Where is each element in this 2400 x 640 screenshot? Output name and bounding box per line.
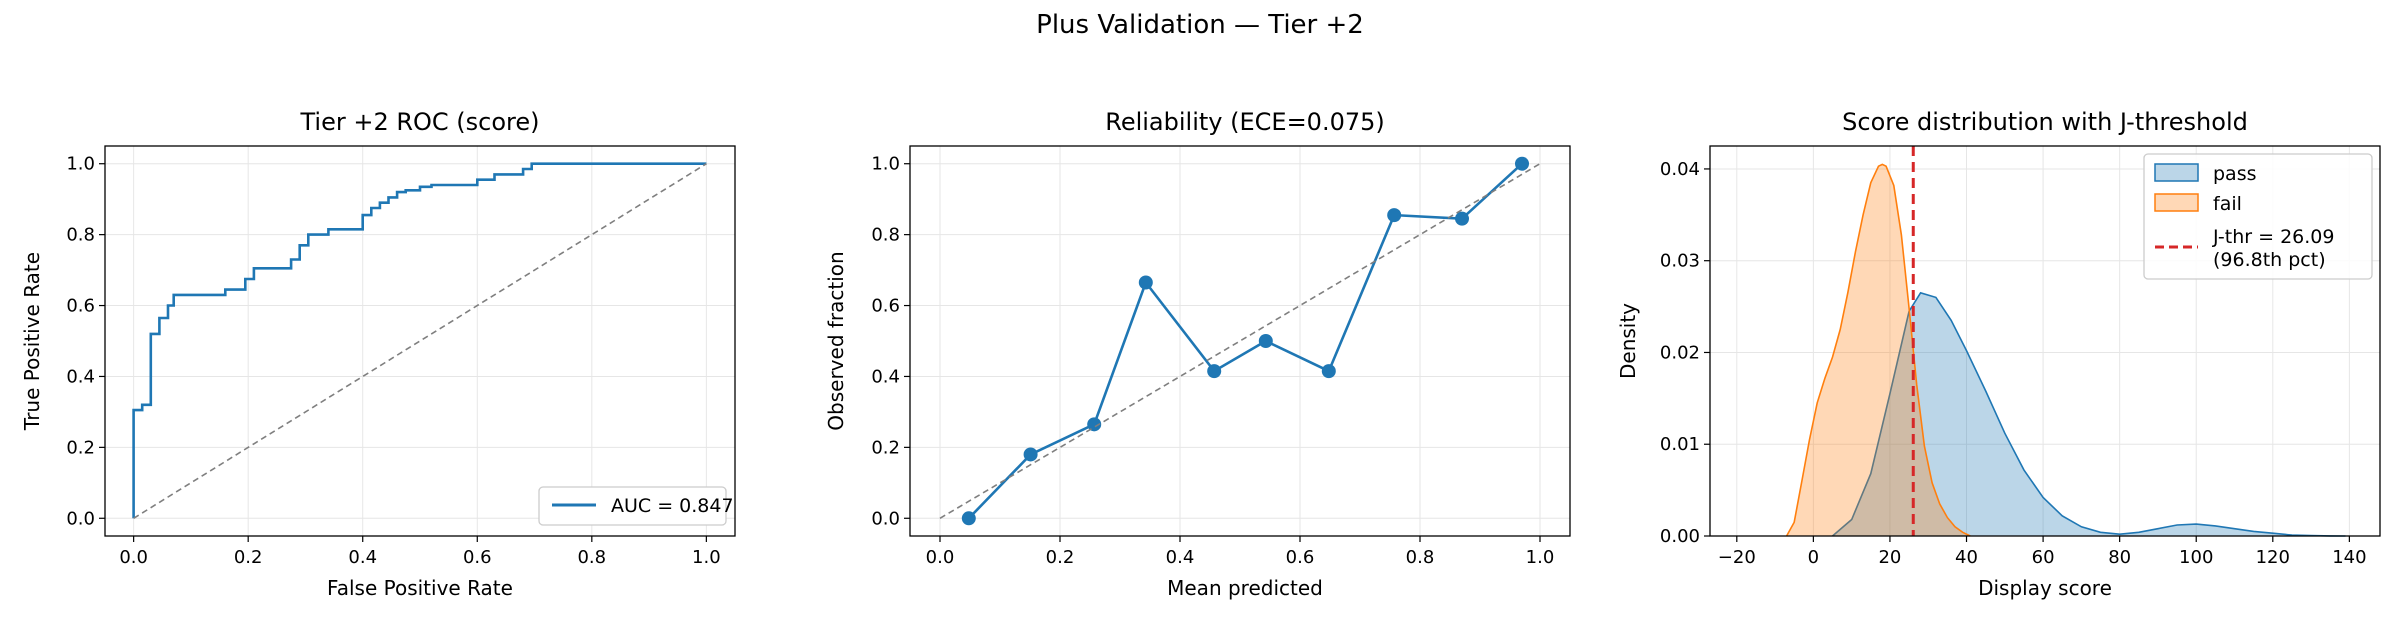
legend-pass-label: pass: [2213, 163, 2257, 185]
reliability-data-point: [1087, 417, 1102, 432]
roc-ylabel: True Positive Rate: [20, 252, 44, 431]
roc-ytick-label: 1.0: [66, 154, 95, 175]
density-area-pass: [1832, 292, 2346, 536]
distribution-plot-area: [1785, 146, 2346, 537]
distribution-panel: Score distribution with J-threshold Disp…: [1616, 108, 2381, 600]
reliability-ytick-label: 0.6: [871, 296, 900, 317]
reliability-data-point: [1207, 364, 1222, 379]
reliability-xtick-label: 0.0: [926, 547, 955, 568]
reliability-data-point: [1455, 211, 1469, 226]
roc-legend-label: AUC = 0.847: [611, 495, 734, 517]
roc-xlabel: False Positive Rate: [327, 576, 513, 600]
roc-xtick-label: 1.0: [692, 547, 721, 568]
distribution-xtick-label: 140: [2332, 547, 2366, 568]
reliability-ticks: 0.0 0.2 0.4 0.6 0.8 1.0 0.0 0.2 0.4 0.6 0.8 1.0: [871, 154, 1554, 568]
roc-ticks: 0.0 0.2 0.4 0.6 0.8 1.0 0.0 0.2 0.4 0.6 0.8 1.0: [66, 154, 720, 568]
distribution-ticks: −20 0 20 40 60 80 100 120 140 0.00 0.01 0.02 0.03 0.0…: [1660, 159, 2367, 568]
density-curve-fail: [1785, 163, 1971, 537]
distribution-ytick-label: 0.02: [1660, 342, 1700, 363]
distribution-legend: pass fail J-thr = 26.09 (96.8th pct): [2143, 153, 2373, 280]
legend-fail-swatch: [2154, 193, 2199, 212]
roc-axes-frame: [104, 145, 736, 537]
roc-ytick-label: 0.8: [66, 225, 95, 246]
legend-threshold-label-line2: (96.8th pct): [2213, 249, 2326, 271]
roc-xtick-label: 0.0: [119, 547, 148, 568]
reliability-xtick-label: 0.2: [1046, 547, 1075, 568]
roc-xtick-label: 0.6: [463, 547, 492, 568]
reliability-data-point: [1387, 208, 1402, 223]
distribution-axes-frame: [1709, 145, 2381, 537]
roc-diagonal-reference-line: [133, 163, 707, 519]
distribution-legend-box: [2143, 153, 2373, 280]
reliability-grid: [910, 146, 1570, 536]
distribution-ytick-label: 0.00: [1660, 526, 1700, 547]
roc-panel: Tier +2 ROC (score) False Positive Rate …: [20, 108, 736, 600]
legend-pass-swatch: [2154, 163, 2199, 182]
reliability-data-point: [1321, 364, 1336, 379]
distribution-xtick-label: 0: [1808, 547, 1819, 568]
reliability-data-point: [1258, 334, 1273, 348]
distribution-xtick-label: 100: [2179, 547, 2213, 568]
roc-xtick-label: 0.8: [577, 547, 606, 568]
reliability-series-line: [967, 162, 1523, 520]
distribution-xtick-label: 20: [1878, 547, 1901, 568]
roc-ytick-label: 0.6: [66, 296, 95, 317]
distribution-xtick-label: 120: [2256, 547, 2290, 568]
distribution-xtick-label: 60: [2032, 547, 2055, 568]
reliability-panel: Reliability (ECE=0.075) Mean predicted O…: [824, 108, 1571, 600]
reliability-ytick-label: 0.2: [871, 437, 900, 458]
figure-suptitle: Plus Validation — Tier +2: [1036, 10, 1364, 40]
reliability-xtick-label: 0.6: [1286, 547, 1315, 568]
density-area-fail: [1786, 164, 1971, 536]
roc-plot-area: [132, 162, 707, 519]
roc-ytick-label: 0.0: [66, 508, 95, 529]
reliability-ylabel: Observed fraction: [824, 251, 848, 430]
roc-legend: AUC = 0.847: [538, 486, 734, 526]
reliability-ytick-label: 0.8: [871, 225, 900, 246]
reliability-data-point: [1138, 275, 1153, 290]
reliability-ytick-label: 0.0: [871, 508, 900, 529]
roc-legend-box: [538, 486, 727, 526]
reliability-xtick-label: 0.4: [1166, 547, 1195, 568]
distribution-ytick-label: 0.04: [1660, 159, 1700, 180]
distribution-xtick-label: −20: [1718, 547, 1756, 568]
density-curve-pass: [1831, 291, 2346, 537]
reliability-diagonal-reference-line: [939, 163, 1541, 519]
reliability-data-point: [1515, 156, 1529, 171]
roc-ytick-label: 0.4: [66, 366, 95, 387]
reliability-plot-area: [939, 156, 1541, 526]
reliability-data-point: [961, 511, 976, 526]
reliability-axes-frame: [909, 145, 1571, 537]
roc-title: Tier +2 ROC (score): [299, 108, 539, 136]
distribution-title: Score distribution with J-threshold: [1842, 108, 2248, 136]
reliability-xlabel: Mean predicted: [1167, 576, 1323, 600]
reliability-data-point: [1023, 447, 1038, 462]
reliability-ytick-label: 0.4: [871, 366, 900, 387]
reliability-xtick-label: 0.8: [1406, 547, 1435, 568]
roc-grid: [105, 146, 735, 536]
legend-threshold-label-line1: J-thr = 26.09: [2212, 226, 2334, 248]
roc-ytick-label: 0.2: [66, 437, 95, 458]
reliability-title: Reliability (ECE=0.075): [1105, 108, 1385, 136]
roc-series-line: [132, 162, 707, 519]
reliability-ytick-label: 1.0: [871, 154, 900, 175]
legend-fail-label: fail: [2213, 193, 2242, 215]
roc-xtick-label: 0.2: [234, 547, 263, 568]
distribution-xtick-label: 80: [2108, 547, 2131, 568]
distribution-xlabel: Display score: [1978, 576, 2112, 600]
distribution-ytick-label: 0.03: [1660, 251, 1700, 272]
distribution-ylabel: Density: [1616, 303, 1640, 379]
distribution-ytick-label: 0.01: [1660, 434, 1700, 455]
reliability-xtick-label: 1.0: [1526, 547, 1555, 568]
roc-xtick-label: 0.4: [348, 547, 377, 568]
distribution-xtick-label: 40: [1955, 547, 1978, 568]
